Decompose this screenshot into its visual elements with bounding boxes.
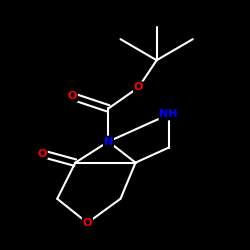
Text: NH: NH [160, 110, 178, 120]
Text: O: O [68, 92, 77, 102]
Text: O: O [134, 82, 143, 92]
Text: O: O [83, 218, 92, 228]
Text: N: N [104, 136, 113, 146]
Text: O: O [38, 148, 47, 158]
